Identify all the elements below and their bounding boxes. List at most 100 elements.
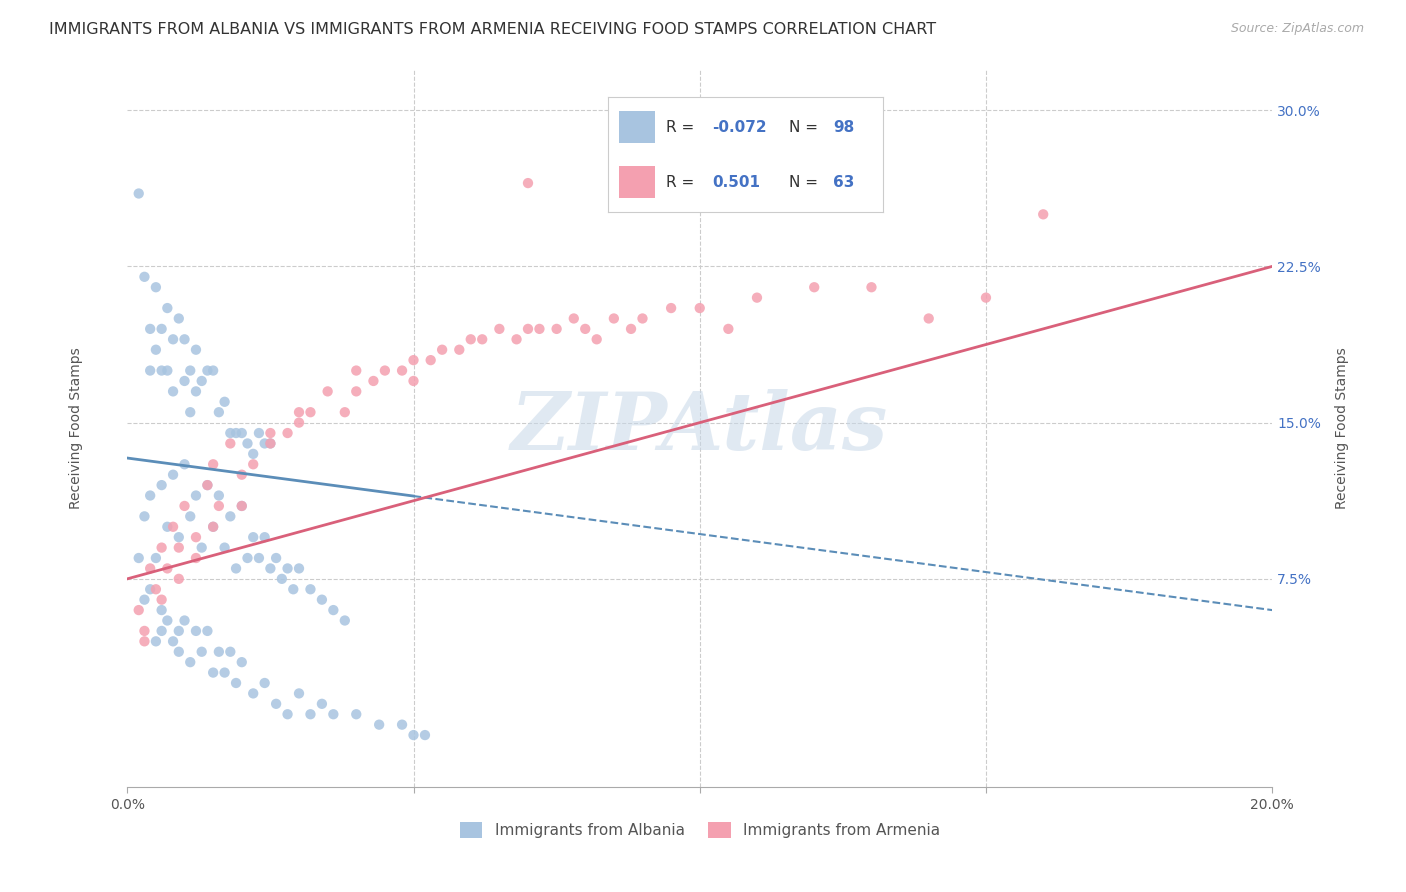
Point bbox=[402, 374, 425, 388]
Point bbox=[242, 447, 264, 461]
Point bbox=[288, 561, 311, 575]
Point bbox=[322, 603, 344, 617]
Point bbox=[299, 405, 322, 419]
Point bbox=[219, 509, 242, 524]
Point bbox=[145, 582, 167, 597]
Point bbox=[156, 561, 179, 575]
Point bbox=[150, 541, 173, 555]
Point bbox=[202, 665, 225, 680]
Point bbox=[316, 384, 339, 399]
Point bbox=[620, 322, 643, 336]
Point bbox=[145, 280, 167, 294]
Point bbox=[202, 363, 225, 377]
Point bbox=[184, 624, 207, 638]
Point bbox=[449, 343, 471, 357]
Point bbox=[471, 332, 494, 346]
Text: Source: ZipAtlas.com: Source: ZipAtlas.com bbox=[1230, 22, 1364, 36]
Point bbox=[333, 405, 356, 419]
Point bbox=[139, 489, 162, 503]
Point bbox=[162, 467, 184, 482]
Point bbox=[134, 634, 156, 648]
Point bbox=[134, 509, 156, 524]
Point bbox=[231, 655, 253, 669]
Point bbox=[139, 582, 162, 597]
Point bbox=[184, 489, 207, 503]
Point bbox=[918, 311, 941, 326]
Point bbox=[236, 551, 259, 566]
Point bbox=[517, 322, 540, 336]
Point bbox=[150, 624, 173, 638]
Point bbox=[162, 634, 184, 648]
Point bbox=[460, 332, 482, 346]
Point bbox=[225, 425, 247, 440]
Point bbox=[167, 311, 190, 326]
Point bbox=[311, 697, 333, 711]
Point bbox=[167, 530, 190, 544]
Point bbox=[259, 436, 281, 450]
Point bbox=[225, 561, 247, 575]
Point bbox=[190, 374, 212, 388]
Point bbox=[184, 530, 207, 544]
Point bbox=[631, 311, 654, 326]
Point bbox=[236, 436, 259, 450]
Point bbox=[344, 384, 367, 399]
Point bbox=[134, 269, 156, 284]
Point bbox=[574, 322, 596, 336]
Point bbox=[173, 614, 195, 628]
Point bbox=[374, 363, 396, 377]
Point bbox=[150, 478, 173, 492]
Point bbox=[167, 572, 190, 586]
Point bbox=[139, 322, 162, 336]
Point bbox=[225, 676, 247, 690]
Point bbox=[150, 603, 173, 617]
Point bbox=[488, 322, 510, 336]
Point bbox=[162, 520, 184, 534]
Point bbox=[214, 665, 236, 680]
Point bbox=[156, 520, 179, 534]
Point bbox=[208, 405, 231, 419]
Point bbox=[156, 614, 179, 628]
Point bbox=[585, 332, 607, 346]
Point bbox=[150, 322, 173, 336]
Point bbox=[179, 405, 201, 419]
Point bbox=[173, 499, 195, 513]
Point bbox=[247, 425, 270, 440]
Point bbox=[197, 624, 219, 638]
Point bbox=[139, 363, 162, 377]
Point bbox=[259, 561, 281, 575]
Point bbox=[517, 176, 540, 190]
Point bbox=[344, 363, 367, 377]
Point bbox=[128, 603, 150, 617]
Point bbox=[167, 541, 190, 555]
Point bbox=[288, 416, 311, 430]
Point bbox=[283, 582, 305, 597]
Point bbox=[391, 363, 413, 377]
Point bbox=[391, 717, 413, 731]
Point bbox=[179, 363, 201, 377]
Point bbox=[803, 280, 825, 294]
Point bbox=[299, 707, 322, 722]
Point bbox=[231, 467, 253, 482]
Point bbox=[860, 280, 883, 294]
Point bbox=[219, 425, 242, 440]
Point bbox=[659, 301, 682, 315]
Point bbox=[253, 436, 276, 450]
Point bbox=[197, 478, 219, 492]
Point bbox=[745, 291, 768, 305]
Point bbox=[197, 478, 219, 492]
Point bbox=[134, 592, 156, 607]
Point bbox=[546, 322, 568, 336]
Point bbox=[184, 384, 207, 399]
Point bbox=[139, 561, 162, 575]
Point bbox=[173, 374, 195, 388]
Point bbox=[288, 686, 311, 700]
Point bbox=[162, 332, 184, 346]
Point bbox=[156, 301, 179, 315]
Point bbox=[231, 499, 253, 513]
Point bbox=[242, 686, 264, 700]
Point bbox=[162, 384, 184, 399]
Point bbox=[344, 707, 367, 722]
Point bbox=[259, 436, 281, 450]
Point bbox=[184, 551, 207, 566]
Point bbox=[208, 489, 231, 503]
